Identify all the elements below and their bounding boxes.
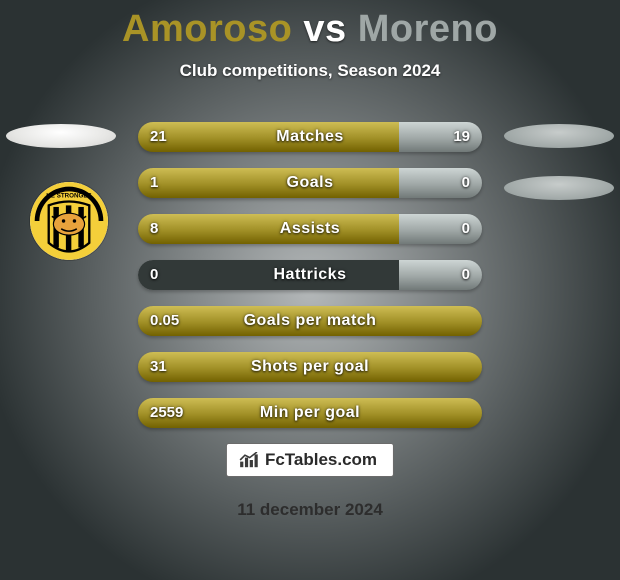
- player-left-token: [6, 124, 116, 148]
- brand-text: FcTables.com: [265, 450, 377, 470]
- club-badge-left: HE STRONGES: [30, 182, 108, 260]
- player-right-token: [504, 124, 614, 148]
- bar-value-right: 0: [462, 260, 470, 290]
- stat-bar-row: Min per goal2559: [138, 398, 482, 428]
- bar-value-right: 19: [453, 122, 470, 152]
- bar-value-left: 31: [150, 352, 167, 382]
- club-crest-icon: HE STRONGES: [30, 182, 108, 260]
- subtitle: Club competitions, Season 2024: [0, 61, 620, 81]
- date-text: 11 december 2024: [0, 500, 620, 520]
- infographic-container: Amoroso vs Moreno Club competitions, Sea…: [0, 0, 620, 580]
- bar-value-right: 0: [462, 168, 470, 198]
- stat-bar-row: Goals per match0.05: [138, 306, 482, 336]
- bar-value-right: 0: [462, 214, 470, 244]
- stat-bar-row: Shots per goal31: [138, 352, 482, 382]
- player-right-token-2: [504, 176, 614, 200]
- bar-label: Min per goal: [138, 398, 482, 428]
- brand-chart-icon: [239, 452, 259, 468]
- bar-value-left: 2559: [150, 398, 183, 428]
- bar-value-left: 0: [150, 260, 158, 290]
- bar-value-left: 0.05: [150, 306, 179, 336]
- title-vs: vs: [303, 8, 346, 50]
- title-player-right: Moreno: [358, 8, 498, 50]
- stat-bar-row: Assists8 0: [138, 214, 482, 244]
- page-title: Amoroso vs Moreno: [0, 0, 620, 51]
- title-player-left: Amoroso: [122, 8, 292, 50]
- bar-value-left: 8: [150, 214, 158, 244]
- bar-label: Assists: [138, 214, 482, 244]
- bar-label: Goals per match: [138, 306, 482, 336]
- brand-badge: FcTables.com: [226, 443, 394, 477]
- bar-label: Shots per goal: [138, 352, 482, 382]
- svg-text:HE STRONGES: HE STRONGES: [46, 193, 91, 200]
- bar-label: Hattricks: [138, 260, 482, 290]
- bar-label: Goals: [138, 168, 482, 198]
- bar-value-left: 1: [150, 168, 158, 198]
- stat-bars: Matches2119Goals10Assists80Hattricks00Go…: [138, 122, 482, 444]
- stat-bar-row: Matches21 19: [138, 122, 482, 152]
- stat-bar-row: Goals1 0: [138, 168, 482, 198]
- bar-label: Matches: [138, 122, 482, 152]
- stat-bar-row: Hattricks0 0: [138, 260, 482, 290]
- bar-value-left: 21: [150, 122, 167, 152]
